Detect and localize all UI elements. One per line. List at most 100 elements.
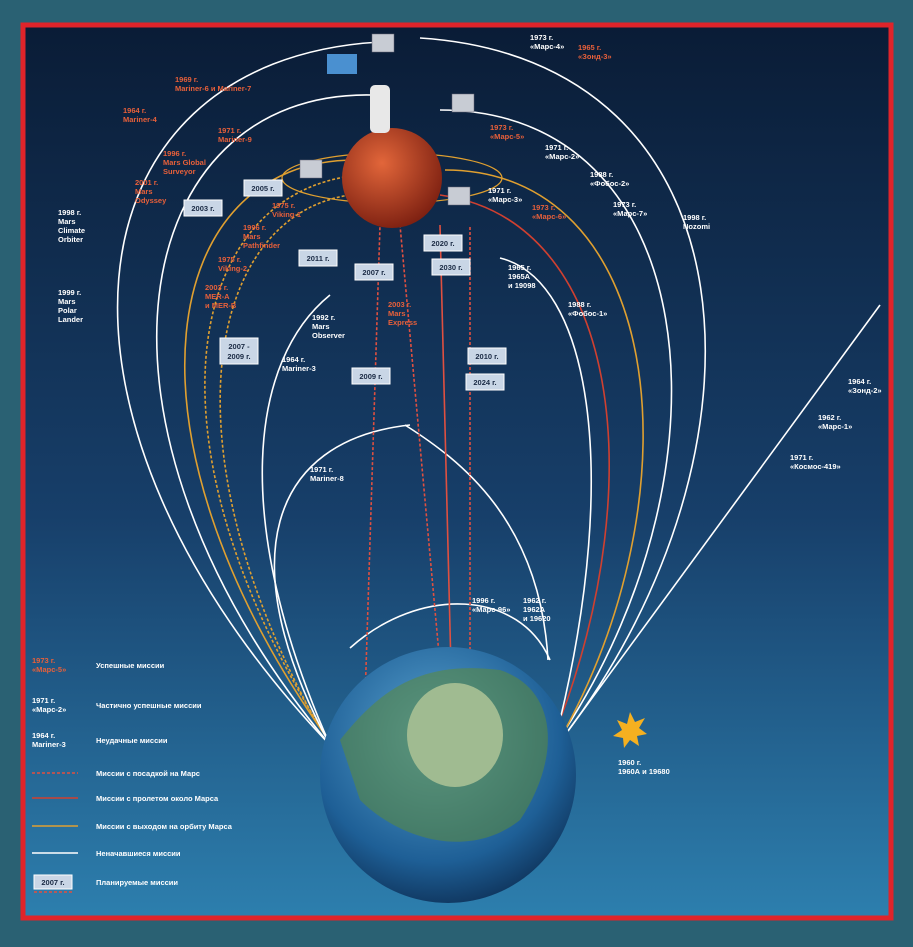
mission-label: «Марс-1» xyxy=(818,422,852,431)
mission-label: «Марс-3» xyxy=(488,195,522,204)
legend-text: Миссии с посадкой на Марс xyxy=(96,769,200,778)
mission-label: 1971 г. xyxy=(545,143,568,152)
mission-label: 1964 г. xyxy=(123,106,146,115)
mission-label: 1988 г. xyxy=(568,300,591,309)
legend-text: Миссии с пролетом около Марса xyxy=(96,794,219,803)
legend-sample: 1964 г. xyxy=(32,731,55,740)
mission-label: Nozomi xyxy=(683,222,710,231)
legend-text: Частично успешные миссии xyxy=(96,701,202,710)
legend-sample: «Марс-5» xyxy=(32,665,66,674)
mission-label: 1988 г. xyxy=(590,170,613,179)
mission-label: 1969 г. xyxy=(175,75,198,84)
planned-label: 2020 г. xyxy=(431,239,454,248)
mission-label: 1960А и 19680 xyxy=(618,767,670,776)
un-flag xyxy=(327,54,357,74)
mission-label: Climate xyxy=(58,226,85,235)
mission-label: 1973 г. xyxy=(530,33,553,42)
mission-label: и 19620 xyxy=(523,614,551,623)
mission-label: «Зонд-3» xyxy=(578,52,612,61)
mission-label: и 19098 xyxy=(508,281,536,290)
planned-label: 2030 г. xyxy=(439,263,462,272)
mission-label: Mariner-8 xyxy=(310,474,344,483)
astronaut xyxy=(370,85,390,133)
mission-label: Mars xyxy=(243,232,261,241)
legend-text: Планируемые миссии xyxy=(96,878,178,887)
mission-label: Odyssey xyxy=(135,196,167,205)
mission-label: 1975 г. xyxy=(218,255,241,264)
mission-label: 1973 г. xyxy=(532,203,555,212)
mission-label: Mariner-3 xyxy=(282,364,316,373)
legend-sample: «Марс-2» xyxy=(32,705,66,714)
mission-label: Surveyor xyxy=(163,167,196,176)
mission-label: Polar xyxy=(58,306,77,315)
mission-label: 1998 г. xyxy=(683,213,706,222)
mission-label: 1971 г. xyxy=(218,126,241,135)
mission-label: 1992 г. xyxy=(312,313,335,322)
mission-label: Viking-1 xyxy=(272,210,301,219)
legend-text: Неначавшиеся миссии xyxy=(96,849,181,858)
mission-label: Lander xyxy=(58,315,83,324)
mission-label: «Зонд-2» xyxy=(848,386,882,395)
mission-label: и MER-B xyxy=(205,301,237,310)
mission-label: 1965А xyxy=(508,272,531,281)
mission-label: «Марс-7» xyxy=(613,209,647,218)
mission-label: «Марс-4» xyxy=(530,42,564,51)
planned-label: 2003 г. xyxy=(191,204,214,213)
mission-label: 1971 г. xyxy=(488,186,511,195)
mission-label: «Фобос-1» xyxy=(568,309,607,318)
mission-label: 1962А xyxy=(523,605,546,614)
mission-label: Pathfinder xyxy=(243,241,280,250)
mission-label: 1960 г. xyxy=(618,758,641,767)
mission-label: «Фобос-2» xyxy=(590,179,629,188)
mission-label: Mars xyxy=(135,187,153,196)
mission-label: Mars xyxy=(58,297,76,306)
mission-label: 1962 г. xyxy=(818,413,841,422)
mission-label: Orbiter xyxy=(58,235,83,244)
planned-label: 2009 г. xyxy=(359,372,382,381)
mission-label: 1996 г. xyxy=(163,149,186,158)
mission-label: «Марс-96» xyxy=(472,605,510,614)
mars xyxy=(342,128,442,228)
mission-label: MER-A xyxy=(205,292,230,301)
mission-label: Mars Global xyxy=(163,158,206,167)
planned-label: 2005 г. xyxy=(251,184,274,193)
mission-label: 1975 г. xyxy=(272,201,295,210)
mission-label: «Марс-2» xyxy=(545,152,579,161)
infographic: 1973 г.«Марс-4»1965 г.«Зонд-3»1969 г.Mar… xyxy=(0,0,913,942)
mission-label: 2001 г. xyxy=(135,178,158,187)
mission-label: «Марс-5» xyxy=(490,132,524,141)
mission-label: Mars xyxy=(312,322,330,331)
legend-text: Успешные миссии xyxy=(96,661,165,670)
planned-label: 2024 г. xyxy=(473,378,496,387)
planned-label: 2007 - xyxy=(228,342,250,351)
mission-label: 1965 г. xyxy=(508,263,531,272)
legend-text: Миссии с выходом на орбиту Марса xyxy=(96,822,233,831)
mission-label: Mariner-6 и Mariner-7 xyxy=(175,84,251,93)
mission-label: 1996 г. xyxy=(472,596,495,605)
mission-label: 1971 г. xyxy=(310,465,333,474)
planned-label: 2011 г. xyxy=(307,254,330,263)
mission-label: 1998 г. xyxy=(58,208,81,217)
mission-label: Viking-2 xyxy=(218,264,247,273)
mission-label: 1996 г. xyxy=(243,223,266,232)
legend-sample: 2007 г. xyxy=(41,878,64,887)
mission-label: «Космос-419» xyxy=(790,462,841,471)
mission-label: «Марс-6» xyxy=(532,212,566,221)
mission-label: Express xyxy=(388,318,417,327)
mission-label: Observer xyxy=(312,331,345,340)
mission-label: 1971 г. xyxy=(790,453,813,462)
mission-label: 2003 г. xyxy=(388,300,411,309)
mission-label: Mariner-4 xyxy=(123,115,158,124)
mission-label: Mars xyxy=(388,309,406,318)
mission-label: 1973 г. xyxy=(613,200,636,209)
planned-label: 2007 г. xyxy=(362,268,385,277)
legend-sample: Mariner-3 xyxy=(32,740,66,749)
legend-sample: 1971 г. xyxy=(32,696,55,705)
mission-label: 1965 г. xyxy=(578,43,601,52)
mission-label: 1964 г. xyxy=(282,355,305,364)
legend-sample: 1973 г. xyxy=(32,656,55,665)
planned-label: 2009 г. xyxy=(227,352,250,361)
planned-label: 2010 г. xyxy=(475,352,498,361)
mission-label: 1962 г. xyxy=(523,596,546,605)
mission-label: 2003 г. xyxy=(205,283,228,292)
